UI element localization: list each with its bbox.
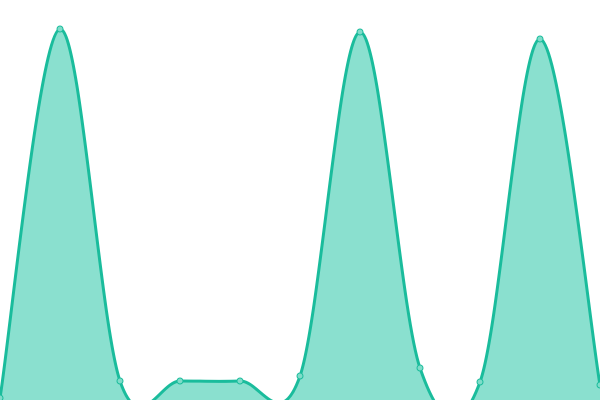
data-point-5: [296, 372, 304, 380]
data-point-3: [176, 377, 184, 385]
data-point-4: [236, 377, 244, 385]
data-point-9: [536, 35, 544, 43]
data-point-2: [116, 377, 124, 385]
data-point-6: [356, 28, 364, 36]
data-point-1: [56, 25, 64, 33]
series-line: [0, 27, 600, 400]
data-point-7: [416, 364, 424, 372]
data-point-8: [476, 378, 484, 386]
area-fill: [0, 28, 600, 400]
data-point-10: [596, 381, 600, 389]
data-point-0: [0, 394, 4, 400]
data-points: [0, 25, 600, 400]
